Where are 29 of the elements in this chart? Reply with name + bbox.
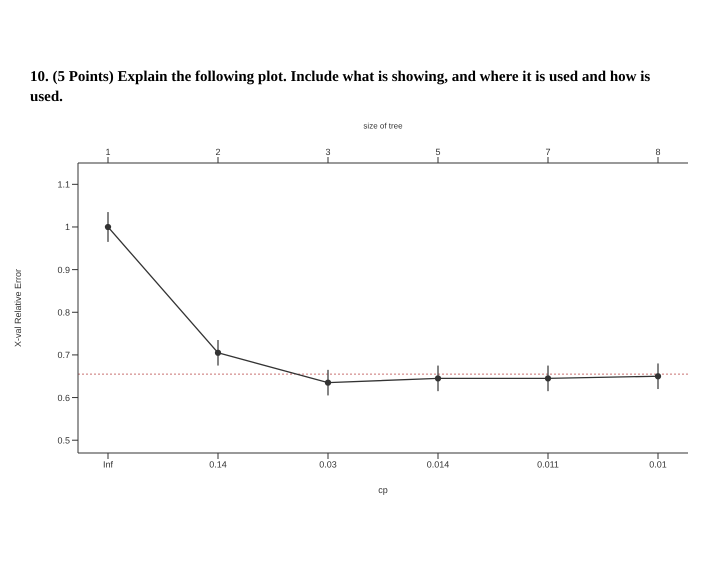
y-tick-label: 0.5 [57,435,70,446]
x-tick-label: 0.01 [649,459,667,470]
point [544,375,552,382]
x-tick-label: 0.03 [319,459,337,470]
x-tick-label: 0.011 [537,459,559,470]
text: 7 [545,147,551,157]
y-tick-label: 0.7 [57,350,70,360]
point [324,379,332,386]
text: 3 [325,147,331,157]
y-tick-label: 1 [64,222,70,232]
chart-title: 10. (5 Points) Explain the following plot. Include what is showing, and where it is used and how is used. [29,68,652,106]
y-tick-label: 0.9 [57,264,70,275]
text: 8 [655,147,661,157]
x-tick-label: Inf [102,459,114,470]
point [104,224,112,230]
point [654,373,662,380]
x-axis-title: cp [378,485,388,495]
x-tick-label: 0.14 [209,459,227,470]
x2-axis-title: size of tree [363,122,404,131]
point [214,350,222,356]
text: 5 [435,147,441,157]
y-tick-label: 1.1 [57,180,70,190]
point [434,375,442,382]
x-tick-label: 0.014 [426,459,450,470]
y-tick-label: 0.6 [57,392,70,403]
y-tick-label: 0.8 [57,307,70,318]
y-axis-title: X-val Relative Error [13,268,24,348]
text: 2 [215,147,221,157]
text: 1 [105,147,111,157]
